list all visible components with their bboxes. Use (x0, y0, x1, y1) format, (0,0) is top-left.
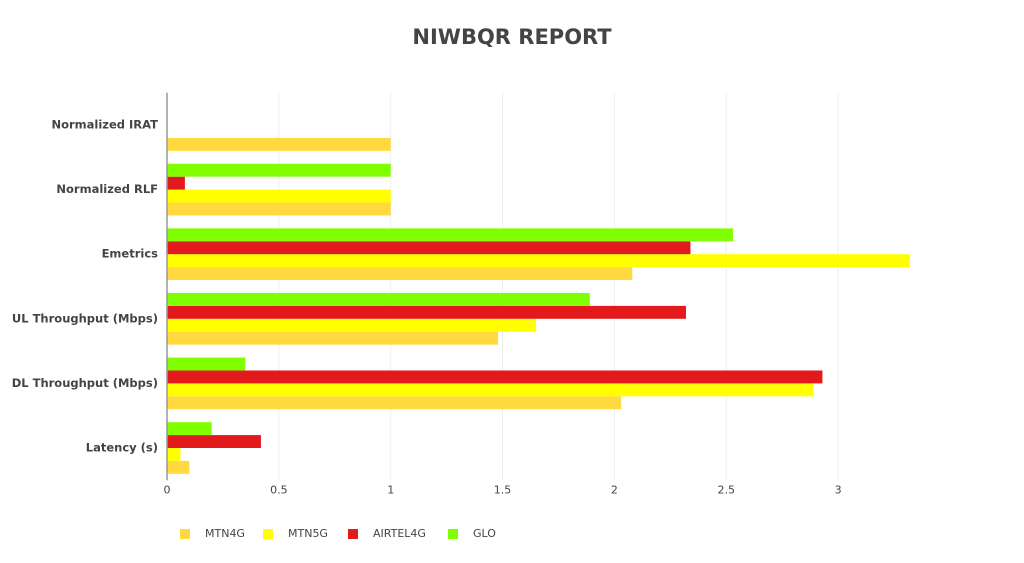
y-tick-label: Latency (s) (86, 441, 158, 455)
x-tick-label: 0 (164, 483, 171, 496)
y-tick-label: Normalized RLF (56, 182, 158, 196)
chart-title: NIWBQR REPORT (412, 25, 612, 49)
legend-label: MTN5G (288, 527, 328, 540)
y-tick-label: DL Throughput (Mbps) (12, 376, 158, 390)
y-tick-label: UL Throughput (Mbps) (12, 311, 158, 325)
x-tick-label: 0.5 (270, 483, 288, 496)
y-tick-label: Normalized IRAT (51, 118, 158, 132)
bar (167, 228, 733, 242)
bar (167, 318, 537, 332)
legend-swatch (180, 529, 190, 539)
bar (167, 383, 814, 397)
bar (167, 267, 633, 281)
bar (167, 448, 181, 461)
bar (167, 176, 185, 190)
bar (167, 422, 212, 436)
bar (167, 202, 391, 216)
bar (167, 189, 391, 203)
legend-swatch (448, 529, 458, 539)
bar (167, 137, 391, 151)
x-tick-label: 2 (611, 483, 618, 496)
y-tick-label: Emetrics (102, 247, 159, 261)
bar (167, 460, 190, 474)
bar (167, 305, 686, 319)
bar (167, 292, 590, 306)
legend-label: GLO (473, 527, 496, 540)
x-tick-label: 2.5 (718, 483, 736, 496)
bar (167, 241, 691, 255)
x-tick-label: 1.5 (494, 483, 512, 496)
bar (167, 435, 261, 448)
bar (167, 370, 823, 384)
legend-label: MTN4G (205, 527, 245, 540)
bar (167, 163, 391, 177)
legend-label: AIRTEL4G (373, 527, 426, 540)
bar (167, 331, 499, 345)
legend-swatch (348, 529, 358, 539)
x-tick-label: 3 (835, 483, 842, 496)
bar (167, 396, 622, 410)
bar (167, 254, 910, 268)
x-tick-label: 1 (387, 483, 394, 496)
legend-swatch (263, 529, 273, 539)
bar (167, 357, 246, 371)
